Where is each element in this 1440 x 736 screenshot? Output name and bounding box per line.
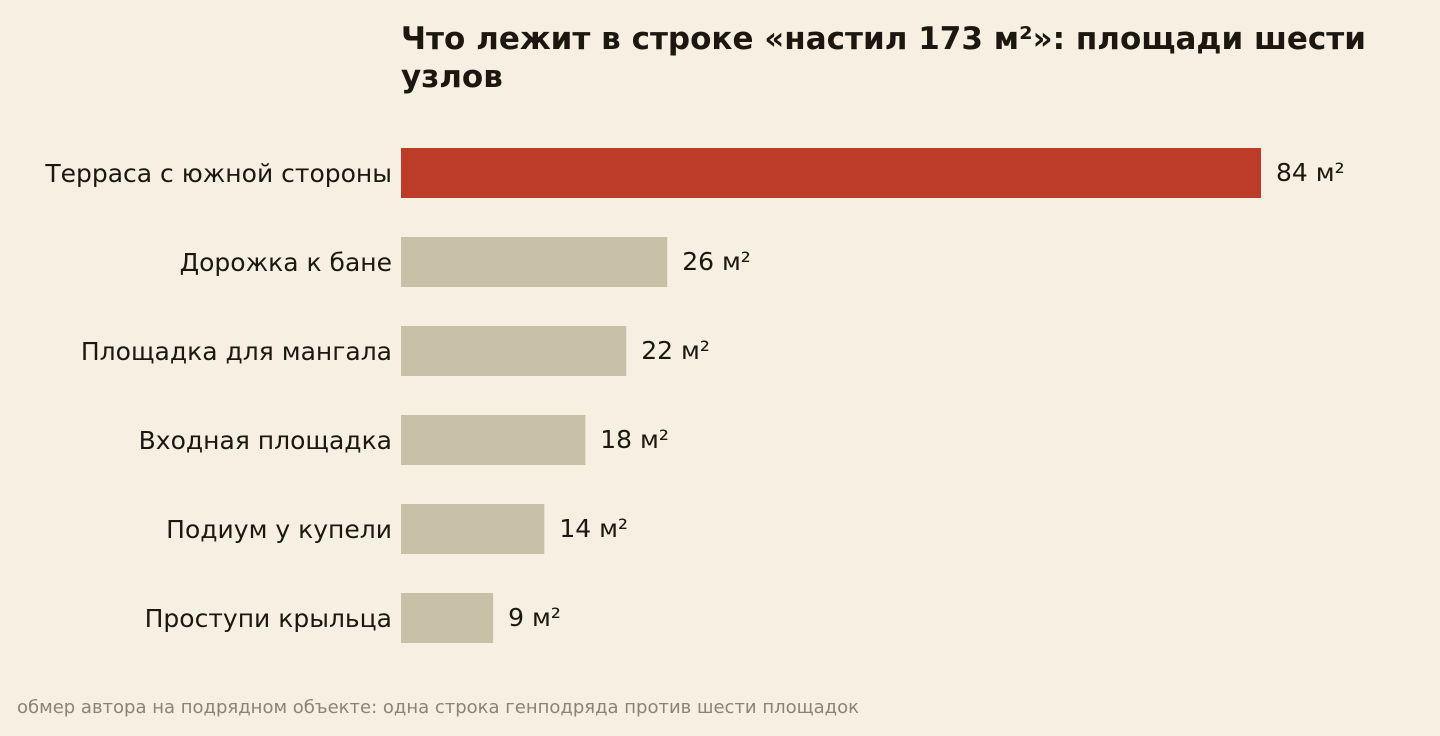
value-label: 18 м² xyxy=(600,425,669,454)
value-label: 14 м² xyxy=(559,514,628,543)
chart-caption: обмер автора на подрядном объекте: одна … xyxy=(17,697,859,718)
value-label: 22 м² xyxy=(641,336,710,365)
category-label: Проступи крыльца xyxy=(145,604,392,633)
bar-2 xyxy=(401,237,668,287)
category-label: Площадка для мангала xyxy=(81,337,392,366)
category-label: Терраса с южной стороны xyxy=(44,159,392,188)
bar-3 xyxy=(401,326,627,376)
value-label: 26 м² xyxy=(682,247,751,276)
bar-4 xyxy=(401,415,586,465)
bar-chart: Терраса с южной стороны 84 м² Дорожка к ба… xyxy=(44,148,1345,643)
bar-5 xyxy=(401,504,545,554)
category-label: Входная площадка xyxy=(139,426,392,455)
category-label: Подиум у купели xyxy=(166,515,392,544)
value-label: 9 м² xyxy=(508,603,561,632)
category-label: Дорожка к бане xyxy=(180,248,392,277)
bar-1 xyxy=(401,148,1261,198)
bar-6 xyxy=(401,593,494,643)
chart-title: Что лежит в строке «настил 173 м²»: площ… xyxy=(401,21,1366,95)
value-label: 84 м² xyxy=(1276,158,1345,187)
